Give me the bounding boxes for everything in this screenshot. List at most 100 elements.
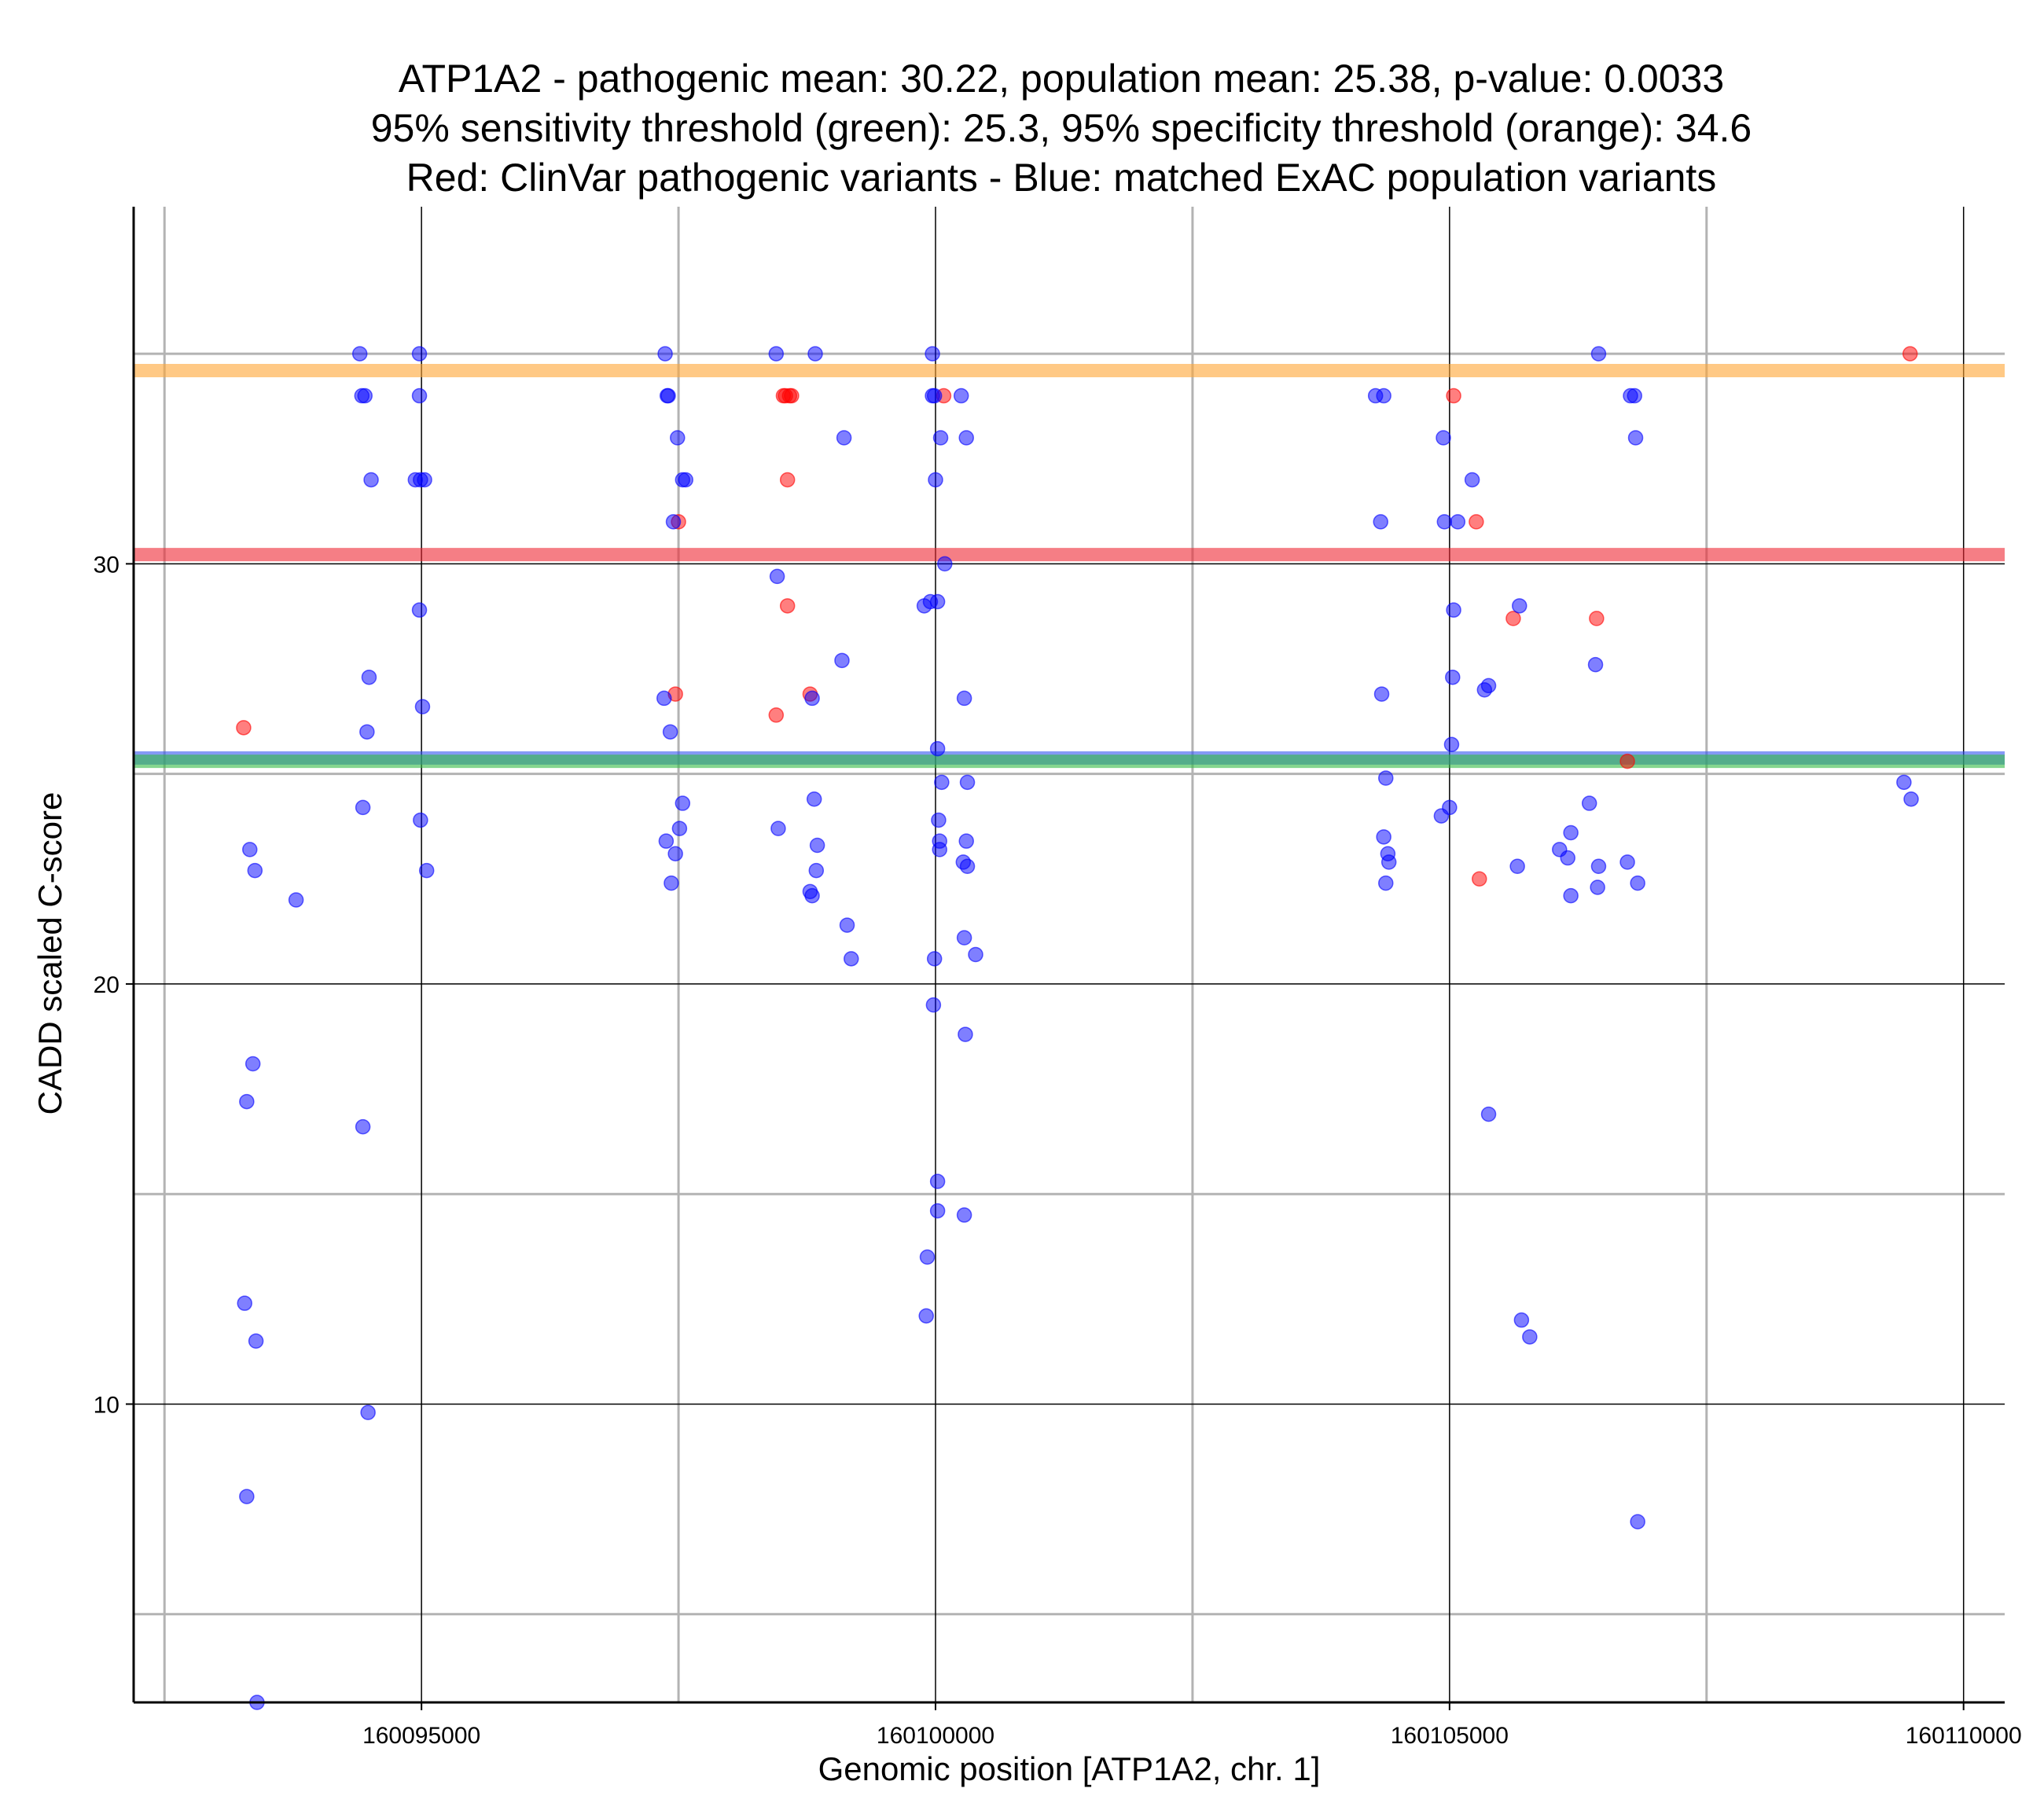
data-point xyxy=(968,946,983,963)
data-point xyxy=(1590,858,1607,874)
data-point xyxy=(656,690,672,707)
data-point xyxy=(351,346,368,362)
data-point xyxy=(929,1203,946,1219)
data-point xyxy=(958,1026,973,1042)
data-point xyxy=(1480,1106,1497,1122)
data-point xyxy=(1445,669,1461,685)
x-axis-title: Genomic position [ATP1A2, chr. 1] xyxy=(818,1750,1321,1787)
data-point xyxy=(417,472,432,488)
data-point xyxy=(769,568,785,585)
data-point xyxy=(834,652,850,669)
data-point xyxy=(928,472,943,488)
data-point xyxy=(770,821,786,836)
data-point xyxy=(1436,514,1453,530)
data-point xyxy=(1442,799,1458,816)
data-point xyxy=(247,862,263,879)
data-point xyxy=(932,430,949,446)
data-point xyxy=(953,387,969,404)
data-point xyxy=(937,556,953,572)
data-point xyxy=(1443,736,1460,752)
data-point xyxy=(357,387,373,404)
data-point xyxy=(363,472,379,488)
data-point xyxy=(925,997,942,1013)
data-point xyxy=(926,951,943,967)
data-point xyxy=(1903,791,1919,807)
x-axis-ticks: 160095000 160100000 160105000 160110000 xyxy=(362,1702,2022,1749)
data-point xyxy=(658,833,675,849)
data-point xyxy=(779,472,796,488)
data-point xyxy=(239,1093,255,1110)
data-point xyxy=(1373,514,1388,530)
y-axis-ticks: 10 20 30 xyxy=(94,552,134,1418)
data-point xyxy=(929,1173,946,1189)
data-point xyxy=(360,1405,376,1420)
y-tick-label: 10 xyxy=(94,1392,119,1418)
data-point xyxy=(1436,430,1451,446)
data-point xyxy=(1450,514,1466,530)
data-point xyxy=(1590,879,1605,895)
data-point xyxy=(675,795,691,811)
data-point xyxy=(804,887,820,904)
data-point xyxy=(956,1207,972,1223)
data-point xyxy=(1512,598,1527,614)
data-point xyxy=(779,598,796,614)
data-point xyxy=(807,346,823,362)
data-point xyxy=(839,917,855,933)
data-point xyxy=(932,842,947,857)
reference-lines xyxy=(134,363,2005,769)
data-point xyxy=(237,1295,252,1311)
data-point xyxy=(355,799,371,816)
data-point xyxy=(1627,430,1644,446)
data-point xyxy=(1446,387,1461,404)
data-point xyxy=(236,720,252,736)
data-point xyxy=(657,346,673,362)
data-point xyxy=(844,951,859,967)
data-point xyxy=(670,430,686,446)
data-point xyxy=(956,930,972,946)
data-point xyxy=(1464,472,1480,488)
data-point xyxy=(929,740,946,757)
data-point xyxy=(671,821,688,836)
chart-title-line-1: ATP1A2 - pathogenic mean: 30.22, populat… xyxy=(399,57,1724,101)
data-point xyxy=(1469,514,1484,530)
data-point xyxy=(1563,824,1579,841)
data-point xyxy=(288,892,304,908)
data-point xyxy=(244,1056,261,1072)
data-point xyxy=(1630,875,1645,891)
data-point xyxy=(1373,686,1390,702)
data-point xyxy=(1522,1329,1538,1345)
data-point xyxy=(359,724,375,740)
data-point xyxy=(926,387,943,404)
data-point xyxy=(931,812,947,828)
data-point xyxy=(1630,1514,1645,1529)
y-axis-title: CADD scaled C-score xyxy=(31,792,68,1115)
data-point xyxy=(411,346,428,362)
data-point xyxy=(414,699,431,714)
data-point xyxy=(1378,770,1394,786)
grid-major xyxy=(134,207,2005,1702)
data-point xyxy=(1380,854,1397,870)
chart-title-line-2: 95% sensitivity threshold (green): 25.3,… xyxy=(371,106,1752,150)
data-point xyxy=(1587,656,1604,673)
data-point xyxy=(411,387,428,404)
data-point xyxy=(1563,887,1579,904)
x-tick-label: 160100000 xyxy=(877,1723,994,1749)
data-point xyxy=(1590,346,1607,362)
data-point xyxy=(1589,611,1605,626)
y-tick-label: 30 xyxy=(94,552,119,578)
data-point xyxy=(809,837,825,854)
data-point xyxy=(1505,611,1521,626)
data-point xyxy=(1902,346,1918,362)
data-point xyxy=(959,858,976,874)
x-tick-label: 160105000 xyxy=(1391,1723,1509,1749)
data-point xyxy=(1376,829,1391,845)
data-point xyxy=(1472,871,1487,887)
data-point xyxy=(418,862,435,879)
data-point xyxy=(784,387,800,404)
data-point xyxy=(1619,854,1635,870)
data-point xyxy=(836,430,852,446)
data-point xyxy=(678,472,693,488)
data-point xyxy=(918,1308,934,1324)
data-point xyxy=(808,862,825,879)
data-point xyxy=(665,514,682,530)
